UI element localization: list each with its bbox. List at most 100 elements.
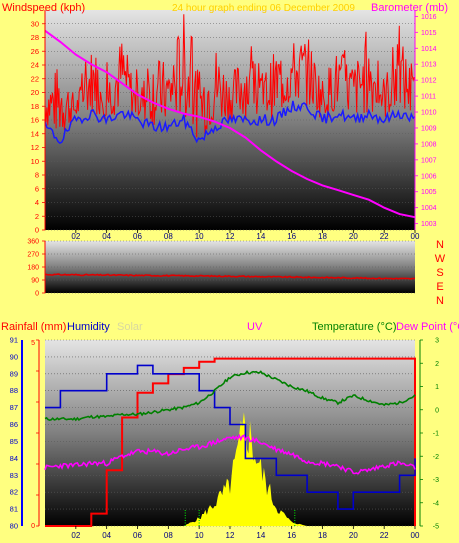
humidity-y-tick-label: 91 (10, 336, 18, 345)
barometer-line (44, 29, 416, 219)
x-tick-label: 00 (411, 531, 420, 540)
x-tick-label: 22 (380, 531, 389, 540)
wind-y-tick-label: 4 (35, 198, 39, 207)
x-tick-label: 04 (102, 531, 111, 540)
windspeed-axis-label: Windspeed (kph) (2, 2, 85, 14)
wind-y-tick-label: 10 (31, 157, 39, 166)
chart-title: 24 hour graph ending 06 December 2009 (172, 3, 355, 14)
humidity-y-tick-label: 82 (10, 488, 18, 497)
wind-y-tick-label: 14 (31, 129, 39, 138)
baro-y-tick-label: 1013 (421, 62, 437, 69)
wind-y-tick-label: 26 (31, 47, 39, 56)
x-tick-label: 14 (256, 232, 265, 241)
wind-y-tick-label: 2 (35, 212, 39, 221)
temp-y-tick-label: 3 (435, 338, 439, 345)
baro-y-tick-label: 1016 (421, 14, 437, 21)
wind-direction-line (44, 273, 416, 280)
wind-y-tick-label: 22 (31, 74, 39, 83)
x-tick-label: 06 (133, 531, 142, 540)
x-tick-label: 00 (411, 232, 420, 241)
x-tick-label: 08 (164, 232, 173, 241)
humidity-y-tick-label: 89 (10, 369, 18, 378)
x-tick-label: 20 (349, 232, 358, 241)
solar-legend: Solar (117, 321, 143, 333)
dir-y-tick-label: 360 (27, 239, 39, 246)
temperature-axis-label: Temperature (°C) (312, 321, 396, 333)
compass-label: N (436, 239, 444, 251)
x-tick-label: 02 (71, 531, 80, 540)
temp-y-tick-label: -1 (433, 431, 439, 438)
baro-y-tick-label: 1005 (421, 189, 437, 196)
wind-y-tick-label: 6 (35, 184, 39, 193)
humidity-y-tick-label: 87 (10, 403, 18, 412)
temperature-line (44, 370, 416, 422)
baro-y-tick-label: 1008 (421, 141, 437, 148)
wind-y-tick-label: 8 (35, 171, 39, 180)
baro-y-tick-label: 1012 (421, 78, 437, 85)
humidity-legend: Humidity (67, 321, 110, 333)
compass-label: S (436, 267, 443, 279)
baro-y-tick-label: 1006 (421, 173, 437, 180)
wind-y-tick-label: 12 (31, 143, 39, 152)
baro-y-tick-label: 1010 (421, 110, 437, 117)
wind-y-tick-label: 28 (31, 33, 39, 42)
humidity-y-tick-label: 85 (10, 437, 18, 446)
wind-y-tick-label: 24 (31, 61, 39, 70)
baro-y-tick-label: 1011 (421, 94, 436, 101)
x-tick-label: 02 (71, 232, 80, 241)
dir-y-tick-label: 180 (27, 265, 39, 272)
x-tick-label: 10 (195, 531, 204, 540)
solar-area (45, 412, 415, 526)
x-tick-label: 06 (133, 232, 142, 241)
wind-y-tick-label: 16 (31, 116, 39, 125)
humidity-y-tick-label: 90 (10, 352, 18, 361)
temp-y-tick-label: -2 (433, 454, 439, 461)
x-tick-label: 12 (226, 531, 235, 540)
x-tick-label: 22 (380, 232, 389, 241)
humidity-y-tick-label: 88 (10, 386, 18, 395)
humidity-y-tick-label: 83 (10, 471, 18, 480)
humidity-y-tick-label: 81 (10, 505, 18, 514)
x-tick-label: 04 (102, 232, 111, 241)
baro-y-tick-label: 1014 (421, 46, 437, 53)
wind-y-tick-label: 20 (31, 88, 39, 97)
dir-y-tick-label: 90 (31, 278, 39, 285)
axes-layer: 0202040406060808101012121414161618182020… (10, 10, 446, 540)
direction-plot-area (45, 241, 415, 293)
humidity-y-tick-label: 80 (10, 522, 18, 531)
x-tick-label: 14 (256, 531, 265, 540)
dir-y-tick-label: 270 (27, 252, 39, 259)
x-tick-label: 10 (195, 232, 204, 241)
avg-wind-line (44, 100, 416, 144)
humidity-line (45, 364, 416, 510)
baro-y-tick-label: 1015 (421, 30, 437, 37)
temp-y-tick-label: -5 (433, 524, 439, 531)
humidity-y-tick-label: 86 (10, 420, 18, 429)
x-tick-label: 16 (287, 531, 296, 540)
baro-y-tick-label: 1007 (421, 157, 437, 164)
x-tick-label: 16 (287, 232, 296, 241)
temp-y-tick-label: 0 (435, 407, 439, 414)
x-tick-label: 18 (318, 531, 327, 540)
temp-y-tick-label: 1 (435, 384, 439, 391)
x-tick-label: 08 (164, 531, 173, 540)
rainfall-y-tick-label: 5 (31, 340, 35, 347)
compass-label: W (435, 253, 446, 265)
compass-label: E (436, 281, 443, 293)
uv-legend: UV (247, 321, 263, 333)
dir-y-tick-label: 0 (35, 291, 39, 298)
x-tick-label: 18 (318, 232, 327, 241)
wind-y-tick-label: 30 (31, 19, 39, 28)
temp-y-tick-label: -4 (433, 500, 439, 507)
x-tick-label: 20 (349, 531, 358, 540)
dew-point-line (44, 433, 416, 475)
x-tick-label: 12 (226, 232, 235, 241)
compass-label: N (436, 295, 444, 307)
barometer-axis-label: Barometer (mb) (371, 2, 448, 14)
series-layer (44, 14, 416, 527)
baro-y-tick-label: 1009 (421, 125, 437, 132)
rainfall-axis-label: Rainfall (mm) (1, 321, 66, 333)
dew-point-axis-label: Dew Point (°C) (396, 321, 459, 333)
rainfall-y-tick-label: 0 (31, 523, 35, 530)
